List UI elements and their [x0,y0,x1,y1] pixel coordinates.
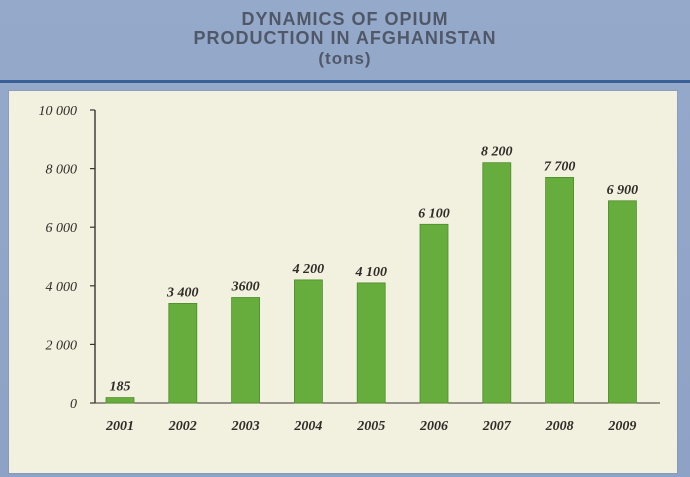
bar-2001 [105,397,135,404]
x-tick-label: 2001 [105,419,134,434]
x-axis-labels: 2001 2002 2003 2004 2005 2006 2007 2008 2009 [105,419,636,434]
bar-2009 [608,200,637,404]
title-divider [0,80,690,83]
bar-2006 [419,223,449,404]
y-tick-label: 0 [70,397,77,412]
bar-value-label: 8 200 [481,145,513,160]
y-tick-label: 8 000 [46,163,78,178]
bar-value-label: 7 700 [544,159,576,174]
x-tick-label: 2004 [293,419,322,434]
bar-value-label: 3600 [231,280,260,295]
y-tick-label: 10 000 [39,104,78,119]
bar-2007 [482,162,512,404]
bar-2002 [168,302,198,404]
bar-2003 [231,297,261,404]
y-tick-label: 6 000 [46,221,78,236]
x-tick-label: 2007 [482,419,512,434]
y-tick-label: 4 000 [46,280,78,295]
x-tick-label: 2005 [356,419,385,434]
bar-value-label: 6 900 [607,183,639,198]
title-line-1: DYNAMICS OF OPIUM [241,9,449,29]
chart-title: DYNAMICS OF OPIUM PRODUCTION IN AFGHANIS… [140,10,550,69]
x-tick-label: 2003 [231,419,260,434]
x-tick-label: 2006 [419,419,448,434]
bar-2008 [545,176,574,404]
bar-value-label: 3 400 [166,285,199,300]
x-tick-label: 2008 [545,419,574,434]
bars: 185 3 400 3600 4 200 4 100 6 100 8 200 7 700 6 9… [105,145,639,404]
bar-2005 [356,282,386,404]
bar-value-label: 4 200 [292,262,325,277]
bar-value-label: 6 100 [418,206,450,221]
x-tick-label: 2009 [607,419,636,434]
title-unit: (tons) [318,49,372,68]
bar-value-label: 4 100 [354,265,387,280]
y-tick-label: 2 000 [46,338,78,353]
bar-value-label: 185 [110,380,131,395]
bar-2004 [293,279,323,404]
x-tick-label: 2002 [168,419,197,434]
title-line-2: PRODUCTION IN AFGHANISTAN [193,28,497,48]
